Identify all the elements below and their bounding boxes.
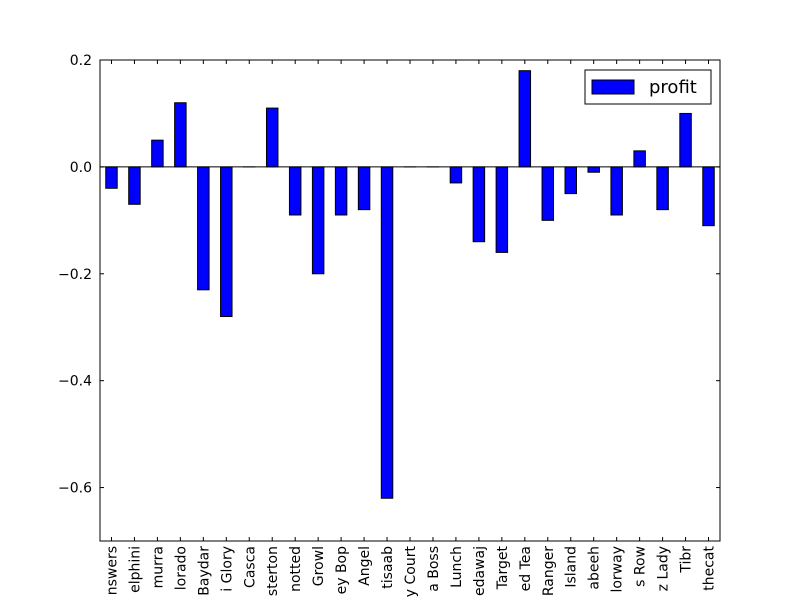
x-tick-label: notted — [288, 546, 304, 592]
bar — [679, 112, 692, 168]
bar — [633, 150, 646, 168]
bar — [151, 139, 164, 168]
bar — [472, 166, 486, 243]
x-axis: nswers elphini murra lorado Baydar i Glory Cas… — [104, 60, 718, 597]
x-tick-label: nswers — [104, 546, 120, 595]
x-tick-label: Angel — [357, 546, 373, 586]
x-tick-label: Ranger — [541, 546, 557, 596]
x-tick-label: edawaj — [472, 546, 488, 596]
x-tick-label: z Lady — [656, 546, 672, 591]
bar — [495, 166, 509, 253]
y-tick-label: −0.6 — [58, 481, 92, 497]
bar — [357, 166, 371, 211]
x-tick-label: ey Bop — [334, 546, 350, 595]
x-tick-label: Island — [564, 546, 580, 588]
bar — [610, 166, 623, 216]
bar — [174, 102, 187, 168]
y-axis: 0.2 0.0 −0.2 −0.4 −0.6 — [58, 53, 720, 497]
x-tick-label: Tibr — [679, 546, 695, 574]
bar — [587, 166, 600, 173]
bars-group — [105, 70, 715, 499]
y-tick-label: −0.2 — [58, 267, 92, 283]
x-tick-label: y Court — [403, 545, 419, 597]
legend: profit — [584, 69, 712, 105]
x-tick-label: Baydar — [196, 546, 212, 596]
x-tick-label: lorway — [610, 546, 626, 593]
x-tick-label: a Boss — [426, 546, 442, 592]
y-tick-label: −0.4 — [58, 374, 92, 390]
x-tick-label: ed Tea — [518, 546, 534, 591]
x-tick-label: sterton — [265, 546, 281, 596]
x-tick-label: Growl — [311, 546, 327, 586]
x-tick-label: murra — [150, 546, 166, 588]
bar — [518, 70, 532, 168]
x-tick-label: s Row — [633, 546, 649, 587]
x-tick-label: Casca — [242, 546, 258, 588]
bar — [334, 166, 348, 216]
bar — [265, 107, 279, 168]
bar — [288, 166, 302, 216]
bar — [449, 166, 463, 184]
x-tick-label: Lunch — [449, 546, 465, 588]
bar — [311, 166, 325, 275]
bar — [541, 166, 555, 221]
bar — [197, 166, 210, 291]
x-tick-label: lorado — [173, 546, 189, 590]
plot-frame — [99, 59, 721, 542]
legend-label: profit — [649, 77, 697, 98]
x-tick-label: abeeh — [587, 546, 603, 590]
x-tick-label: tisaab — [380, 546, 396, 589]
bar — [702, 166, 715, 227]
bar — [128, 166, 141, 205]
legend-swatch — [591, 79, 635, 95]
bar — [380, 166, 394, 499]
x-tick-label: elphini — [127, 546, 143, 593]
bar — [105, 166, 118, 189]
x-tick-label: Target — [495, 545, 511, 590]
x-tick-label: i Glory — [219, 546, 235, 592]
x-tick-label: thecat — [702, 545, 718, 590]
bar — [656, 166, 669, 211]
y-tick-label: 0.0 — [70, 160, 92, 176]
bar — [564, 166, 577, 195]
y-tick-label: 0.2 — [70, 53, 92, 69]
bar — [220, 166, 233, 318]
